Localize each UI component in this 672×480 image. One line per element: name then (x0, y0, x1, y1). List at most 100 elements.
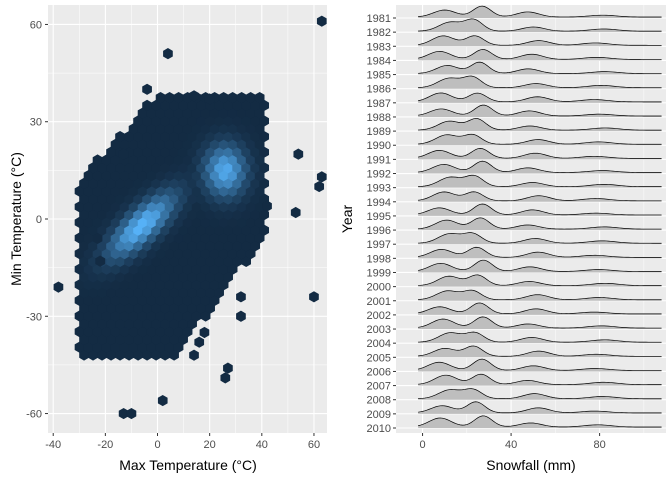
hex-cell (173, 248, 184, 260)
hex-cell (92, 279, 103, 291)
hex-cell (205, 271, 215, 283)
hex-cell (169, 146, 179, 158)
hex-cell (155, 107, 166, 119)
hex-cell (151, 131, 161, 143)
hex-cell (227, 123, 238, 135)
hex-cell (160, 349, 170, 361)
hex-cell (178, 99, 188, 111)
hex-cell (164, 216, 175, 228)
ridge-fill (418, 302, 662, 315)
ridge-line (418, 246, 662, 258)
hex-cell (151, 146, 161, 158)
hex-cell (146, 154, 157, 166)
hex-cell (236, 123, 247, 135)
hex-cell (155, 248, 166, 260)
hex-cell (214, 209, 224, 221)
y-tick-label: 60 (30, 19, 42, 31)
hex-cell (160, 162, 170, 174)
hex-cell (97, 271, 107, 283)
hex-cell (146, 185, 157, 197)
hex-cell (124, 193, 134, 205)
hex-cell (218, 92, 229, 104)
hex-cell (115, 271, 125, 283)
year-tick-label: 2002 (367, 310, 391, 322)
hex-cell (227, 263, 238, 275)
hex-cell (214, 115, 224, 127)
ridge-line (418, 302, 662, 315)
hex-cell (214, 240, 224, 252)
hex-cell (155, 232, 166, 244)
hex-cell (110, 263, 121, 275)
hex-cell (209, 263, 220, 275)
hex-cell (241, 162, 251, 174)
ridge-line (418, 191, 662, 202)
hex-cell (259, 162, 270, 174)
hex-cell (115, 287, 125, 299)
hex-cell (92, 201, 103, 213)
hex-cell (196, 271, 206, 283)
hex-cell (97, 349, 107, 361)
hex-cell (214, 271, 224, 283)
hex-cell (106, 302, 116, 314)
hex-cell (106, 224, 116, 236)
hex-cell (137, 201, 148, 213)
hex-cell (232, 131, 242, 143)
ridge-fill (418, 260, 662, 273)
hexbin-x-axis-title: Max Temperature (°C) (119, 457, 257, 473)
hex-cell (74, 232, 85, 244)
x-tick-label: 20 (204, 439, 216, 451)
hex-cell (128, 185, 139, 197)
hex-cell (115, 177, 125, 189)
ridge-line (418, 388, 662, 400)
hex-cell (137, 216, 148, 228)
hex-cell (200, 154, 211, 166)
hex-cell (214, 177, 224, 189)
hex-cell (142, 240, 152, 252)
hex-cell (92, 341, 103, 353)
hex-cell (236, 216, 247, 228)
hex-cell (119, 341, 130, 353)
ridge-line (418, 259, 662, 272)
hex-cell (173, 201, 184, 213)
hex-cell (155, 201, 166, 213)
hex-cell (241, 177, 251, 189)
hex-cell (164, 201, 175, 213)
hex-cell (101, 326, 112, 338)
ridge-fill (418, 203, 662, 216)
hex-cell (151, 349, 161, 361)
hex-cell (88, 318, 98, 330)
hex-cell (196, 255, 206, 267)
hex-cell (142, 131, 152, 143)
hex-cell (205, 302, 215, 314)
hex-cell (223, 271, 233, 283)
hex-cell (169, 287, 179, 299)
hex-cell (160, 209, 170, 221)
hex-cell (128, 279, 139, 291)
hex-cell (137, 326, 148, 338)
x-tick-label: 40 (256, 439, 268, 451)
hex-cell (178, 131, 188, 143)
hex-cell (254, 170, 265, 182)
hex-cell (250, 162, 260, 174)
hex-cell (187, 240, 197, 252)
hex-cell-outlier (95, 255, 105, 267)
hex-cell (128, 232, 139, 244)
hex-cell-outlier (236, 291, 246, 303)
ridge-line (418, 147, 662, 159)
ridge-fill (418, 62, 662, 75)
hex-cell (92, 294, 103, 306)
ridge-fill (418, 105, 662, 117)
hex-cell (173, 279, 184, 291)
hex-cell (259, 131, 270, 143)
hex-cell (259, 115, 270, 127)
year-tick-label: 2001 (367, 296, 391, 308)
hex-cell (227, 185, 238, 197)
hex-cell (259, 146, 270, 158)
ridge-line (418, 92, 662, 103)
hex-cell (142, 349, 152, 361)
hex-cell (223, 193, 233, 205)
hex-cell (155, 92, 166, 104)
hex-cell (182, 201, 193, 213)
year-tick-label: 2006 (367, 366, 391, 378)
